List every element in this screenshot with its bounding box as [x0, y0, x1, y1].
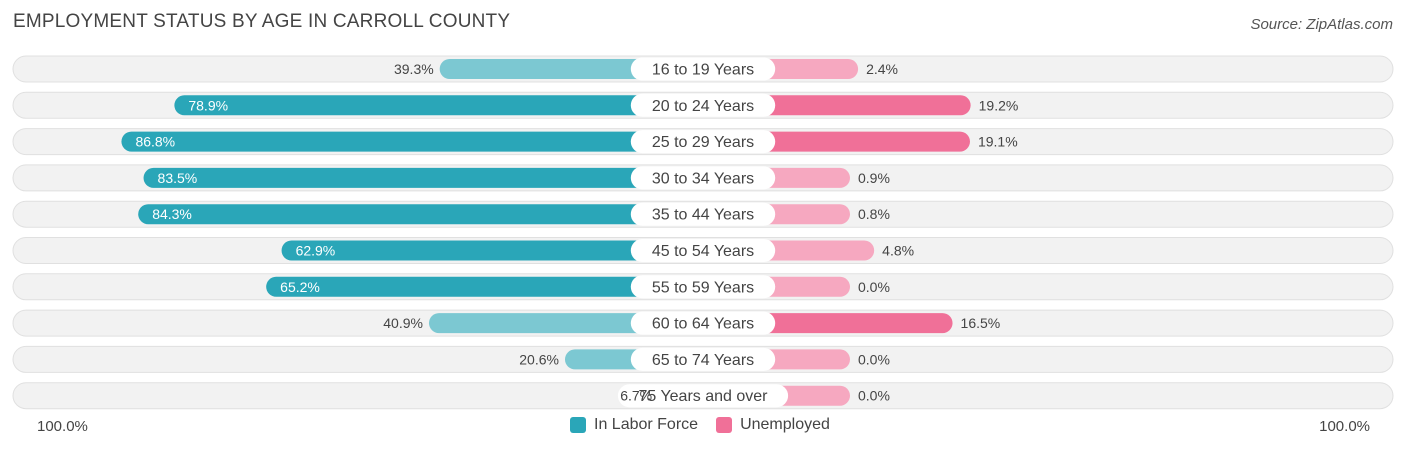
unemployed-value-label: 2.4% [866, 61, 898, 77]
labor-bar [174, 95, 703, 116]
legend-item-labor[interactable]: In Labor Force [570, 416, 698, 434]
category-label: 65 to 74 Years [652, 352, 754, 369]
labor-bar [266, 276, 703, 297]
category-pill [630, 239, 776, 262]
unemployed-value-label: 16.5% [961, 315, 1001, 331]
legend-label-unemployed: Unemployed [740, 416, 830, 433]
axis-left-label: 100.0% [37, 418, 88, 435]
labor-value-label: 20.6% [519, 351, 559, 367]
category-label: 45 to 54 Years [652, 243, 754, 260]
labor-value-label: 40.9% [383, 315, 423, 331]
labor-bar [143, 167, 704, 188]
legend-swatch-labor [570, 417, 586, 433]
category-label: 25 to 29 Years [652, 134, 754, 151]
unemployed-value-label: 0.8% [858, 206, 890, 222]
category-label: 30 to 34 Years [652, 170, 754, 187]
category-label: 55 to 59 Years [652, 279, 754, 296]
chart-title: EMPLOYMENT STATUS BY AGE IN CARROLL COUN… [13, 11, 511, 32]
labor-value-label: 83.5% [158, 170, 198, 186]
category-label: 20 to 24 Years [652, 98, 754, 115]
unemployed-value-label: 0.9% [858, 170, 890, 186]
category-pill [630, 130, 776, 154]
category-label: 16 to 19 Years [652, 62, 754, 79]
unemployed-value-label: 19.1% [978, 134, 1018, 150]
legend-swatch-unemployed [716, 417, 733, 433]
legend: In Labor Force Unemployed [570, 416, 848, 434]
category-pill [630, 166, 776, 190]
category-pill [630, 57, 776, 81]
labor-value-label: 6.7% [620, 388, 652, 404]
axis-right-label: 100.0% [1319, 418, 1370, 435]
category-pill [630, 311, 776, 335]
labor-value-label: 78.9% [188, 97, 228, 113]
labor-bar [281, 240, 703, 261]
category-label: 75 Years and over [639, 388, 769, 405]
labor-value-label: 65.2% [280, 279, 320, 295]
category-label: 60 to 64 Years [652, 316, 754, 333]
category-pill [630, 347, 776, 371]
category-pill [630, 202, 776, 226]
labor-value-label: 84.3% [152, 206, 192, 222]
labor-value-label: 39.3% [394, 61, 434, 77]
unemployed-value-label: 0.0% [858, 279, 890, 295]
legend-label-labor: In Labor Force [594, 416, 699, 433]
legend-item-unemployed[interactable]: Unemployed [716, 416, 830, 434]
category-pill [617, 384, 789, 408]
source-label: Source: ZipAtlas.com [1250, 16, 1393, 33]
unemployed-value-label: 0.0% [858, 388, 890, 404]
category-label: 35 to 44 Years [652, 207, 754, 224]
labor-bar [138, 204, 703, 225]
unemployed-value-label: 19.2% [979, 97, 1019, 113]
labor-value-label: 86.8% [135, 134, 175, 150]
unemployed-value-label: 4.8% [882, 243, 914, 259]
labor-bar [121, 131, 703, 152]
category-pill [630, 275, 776, 299]
unemployed-value-label: 0.0% [858, 351, 890, 367]
labor-value-label: 62.9% [296, 243, 336, 259]
category-pill [630, 93, 776, 117]
